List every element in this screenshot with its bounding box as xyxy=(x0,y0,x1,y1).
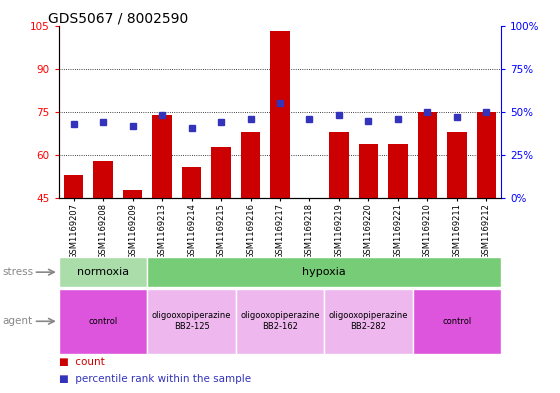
Text: oligooxopiperazine
BB2-282: oligooxopiperazine BB2-282 xyxy=(329,311,408,331)
Bar xyxy=(59,289,147,354)
Bar xyxy=(123,190,142,198)
Text: agent: agent xyxy=(3,316,33,326)
Bar xyxy=(94,161,113,198)
Bar xyxy=(147,289,236,354)
Bar xyxy=(182,167,201,198)
Bar xyxy=(359,144,378,198)
Text: ■  percentile rank within the sample: ■ percentile rank within the sample xyxy=(59,375,251,384)
Text: stress: stress xyxy=(3,267,34,277)
Bar xyxy=(413,289,501,354)
Bar xyxy=(147,257,501,287)
Text: control: control xyxy=(442,317,472,326)
Text: control: control xyxy=(88,317,118,326)
Text: oligooxopiperazine
BB2-162: oligooxopiperazine BB2-162 xyxy=(240,311,320,331)
Bar xyxy=(447,132,466,198)
Bar xyxy=(152,115,171,198)
Bar xyxy=(324,289,413,354)
Bar xyxy=(270,31,290,198)
Text: oligooxopiperazine
BB2-125: oligooxopiperazine BB2-125 xyxy=(152,311,231,331)
Bar xyxy=(329,132,348,198)
Bar xyxy=(389,144,408,198)
Text: normoxia: normoxia xyxy=(77,267,129,277)
Bar xyxy=(477,112,496,198)
Bar xyxy=(59,257,147,287)
Text: ■  count: ■ count xyxy=(59,358,105,367)
Bar xyxy=(241,132,260,198)
Bar xyxy=(236,289,324,354)
Text: GDS5067 / 8002590: GDS5067 / 8002590 xyxy=(48,12,188,26)
Bar xyxy=(212,147,231,198)
Bar xyxy=(418,112,437,198)
Text: hypoxia: hypoxia xyxy=(302,267,346,277)
Bar xyxy=(64,175,83,198)
